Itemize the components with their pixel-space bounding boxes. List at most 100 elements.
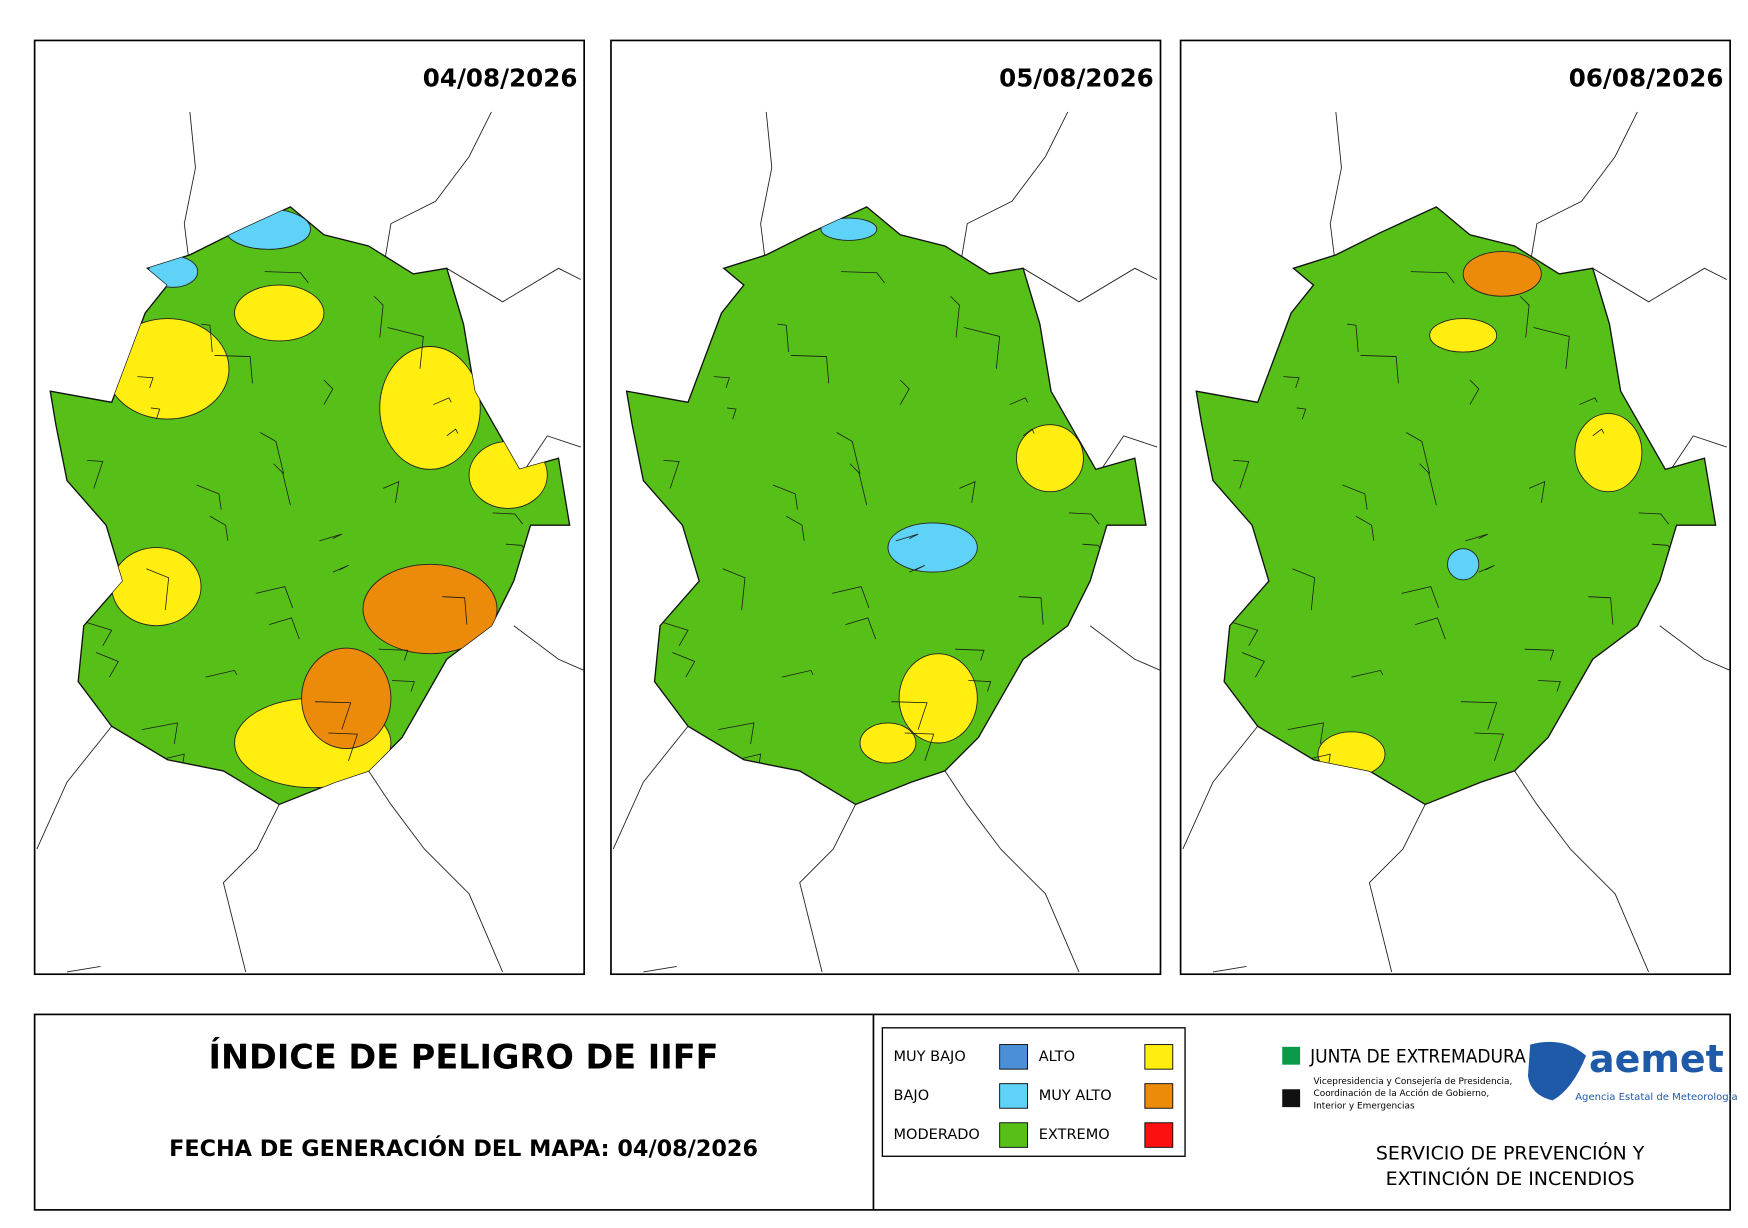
municipality-line (1233, 460, 1250, 489)
municipality-line (205, 669, 238, 678)
municipality-line (87, 460, 104, 489)
municipality-line (382, 481, 400, 503)
border-line (1530, 111, 1638, 258)
municipality-line (790, 355, 830, 384)
municipality-line (713, 376, 730, 388)
municipality-line (260, 432, 285, 474)
municipality-line (891, 701, 928, 730)
municipality-line (1469, 379, 1480, 405)
junta-sub: Coordinación de la Acción de Gobierno, (1314, 1088, 1490, 1099)
border-line (1592, 267, 1727, 303)
municipality-line (319, 533, 342, 542)
municipality-line (963, 327, 1001, 369)
municipality-line (150, 407, 161, 420)
borders (1182, 111, 1731, 973)
legend-swatch (999, 1083, 1029, 1109)
municipality-line (82, 620, 113, 647)
municipality-line (446, 428, 459, 437)
municipality-line (786, 515, 805, 541)
legend-swatch (999, 1044, 1029, 1070)
border-line (1212, 965, 1247, 973)
legend-swatch (1144, 1083, 1174, 1109)
municipality-line (777, 323, 789, 353)
junta-icon (1282, 1089, 1301, 1108)
municipality-line (196, 484, 222, 510)
municipality-line (1588, 596, 1614, 625)
border-line (760, 111, 773, 269)
border-line (524, 435, 581, 470)
map-panel: 05/08/2026 (610, 39, 1162, 976)
border-line (612, 725, 689, 850)
danger-area (1429, 318, 1498, 353)
border-line (183, 111, 196, 269)
municipality-line (1460, 701, 1498, 730)
municipality-line (1519, 295, 1530, 338)
municipality-line (269, 617, 300, 640)
junta-sub: Interior y Emergencias (1314, 1102, 1415, 1112)
danger-area (1015, 424, 1084, 493)
municipality-line (1537, 680, 1561, 692)
borders (36, 111, 585, 973)
border-line (1514, 770, 1650, 973)
municipality-line (264, 271, 309, 284)
map-date: 04/08/2026 (423, 64, 578, 93)
municipality-line (1401, 586, 1439, 608)
municipality-line (1360, 355, 1399, 384)
municipality-line (332, 565, 349, 573)
generation-date: FECHA DE GENERACIÓN DEL MAPA: 04/08/2026 (169, 1134, 758, 1162)
municipality-line (323, 379, 334, 405)
danger-area (234, 284, 325, 342)
legend-label: EXTREMO (1039, 1127, 1110, 1143)
municipality-line (722, 568, 746, 611)
municipality-line (1228, 620, 1259, 647)
border-line (1182, 725, 1259, 850)
junta-name: JUNTA DE EXTREMADURA (1309, 1045, 1526, 1067)
legend-box (881, 1027, 1186, 1157)
border-line (1670, 435, 1727, 470)
municipality-line (392, 680, 415, 692)
municipality-line (1474, 732, 1504, 762)
municipality-line (954, 648, 985, 661)
municipality-line (492, 512, 524, 525)
municipality-line (1351, 669, 1384, 678)
municipality-line (658, 620, 689, 647)
municipality-line (1524, 648, 1555, 661)
border-line (446, 267, 582, 303)
municipality-line (1342, 484, 1368, 510)
municipality-line (727, 407, 737, 420)
municipality-line (137, 376, 154, 388)
border-line (961, 111, 1069, 258)
legend-swatch (999, 1122, 1029, 1148)
border-line (1022, 267, 1158, 303)
aemet-icon (1527, 1041, 1587, 1101)
municipality-line (950, 295, 960, 338)
municipality-line (895, 533, 919, 542)
borders (612, 111, 1161, 973)
municipality-line (1410, 271, 1455, 284)
aemet-name: aemet (1589, 1037, 1724, 1081)
municipality-line (209, 515, 229, 541)
danger-area (859, 722, 917, 764)
danger-area (820, 217, 878, 241)
municipality-line (1415, 617, 1446, 640)
municipality-line (1406, 432, 1431, 474)
border-line (36, 725, 113, 850)
border-line (384, 111, 492, 258)
municipality-line (909, 565, 925, 573)
municipality-line (141, 722, 179, 745)
municipality-line (1068, 512, 1100, 525)
municipality-line (1592, 428, 1605, 437)
border-line (513, 625, 585, 671)
municipality-line (273, 463, 291, 506)
municipality-line (832, 586, 870, 608)
danger-area (301, 647, 392, 750)
municipality-line (1241, 652, 1265, 678)
danger-area (887, 522, 978, 573)
danger-area (1447, 548, 1480, 581)
municipality-line (968, 680, 992, 692)
border-line (368, 770, 504, 973)
border-line (66, 965, 101, 973)
legend-label: ALTO (1039, 1049, 1075, 1065)
municipality-line (1579, 397, 1598, 405)
